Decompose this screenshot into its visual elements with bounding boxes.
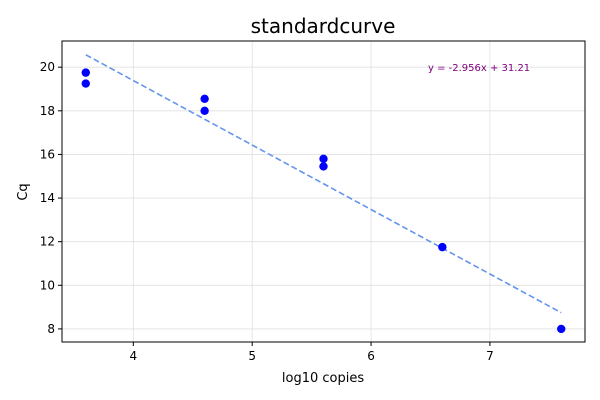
x-axis-ticks: 4 5 6 7 <box>129 342 494 363</box>
data-point <box>438 242 447 252</box>
chart-title: standardcurve <box>251 14 396 38</box>
y-tick-label: 10 <box>40 278 55 292</box>
y-tick-label: 16 <box>40 147 55 161</box>
x-tick-label: 4 <box>129 349 137 363</box>
data-point <box>200 106 209 115</box>
y-axis-label: Cq <box>16 183 31 200</box>
fit-line <box>85 54 562 314</box>
fit-equation-annotation: y = -2.956x + 31.21 <box>428 63 530 74</box>
data-points <box>81 68 566 334</box>
y-tick-label: 20 <box>40 60 55 74</box>
data-point <box>81 68 90 77</box>
x-tick-label: 6 <box>367 349 375 363</box>
data-point <box>557 324 566 334</box>
fit-line-group <box>85 54 562 314</box>
y-tick-label: 8 <box>47 322 55 336</box>
data-point <box>319 154 328 163</box>
y-tick-label: 18 <box>40 104 55 118</box>
data-point <box>200 94 209 104</box>
y-tick-label: 12 <box>40 235 55 249</box>
x-tick-label: 5 <box>248 349 256 363</box>
grid-lines <box>62 41 585 342</box>
y-tick-label: 14 <box>40 191 55 205</box>
y-axis-ticks: 8 10 12 14 16 18 20 <box>40 60 62 336</box>
plot-frame <box>61 40 586 343</box>
data-point <box>319 162 328 171</box>
x-tick-label: 7 <box>486 349 494 363</box>
data-point <box>81 79 90 88</box>
x-axis-label: log10 copies <box>282 371 364 386</box>
